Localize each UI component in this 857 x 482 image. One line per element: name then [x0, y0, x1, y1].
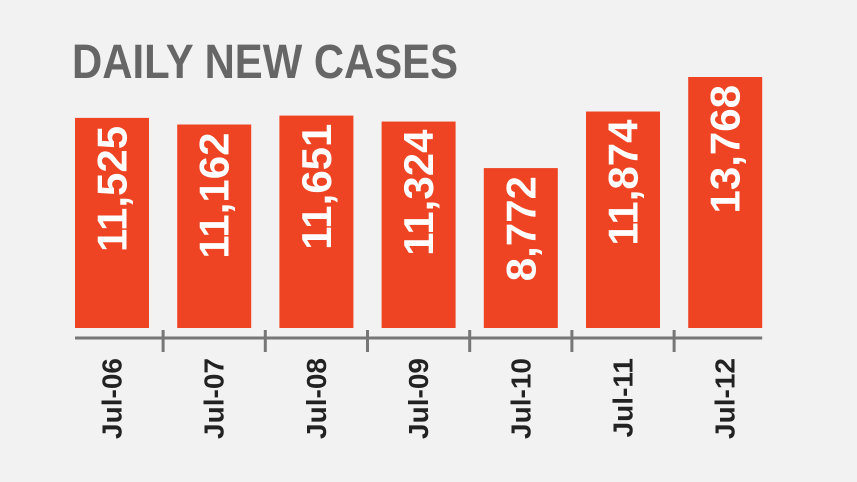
- value-label: 11,162: [191, 133, 238, 259]
- value-label: 11,525: [89, 126, 136, 252]
- value-label: 13,768: [702, 85, 749, 213]
- x-tick-label: Jul-07: [199, 358, 230, 439]
- chart-title: DAILY NEW CASES: [72, 36, 458, 89]
- bar: [75, 117, 149, 328]
- x-tick-label: Jul-08: [301, 358, 332, 439]
- bar: [688, 77, 763, 328]
- bar: [279, 115, 354, 328]
- x-tick-label: Jul-09: [403, 358, 434, 439]
- value-label: 8,772: [497, 176, 544, 281]
- x-tick-label: Jul-11: [608, 358, 639, 437]
- bar: [381, 121, 456, 328]
- x-tick-label: Jul-06: [97, 358, 128, 439]
- value-label: 11,324: [395, 129, 442, 256]
- x-tick-label: Jul-12: [710, 358, 741, 439]
- bar: [586, 111, 660, 329]
- bar: [177, 124, 252, 328]
- x-tick-label: Jul-10: [505, 358, 536, 439]
- bar: [483, 168, 558, 328]
- value-label: 11,874: [600, 119, 647, 246]
- value-label: 11,651: [293, 124, 340, 250]
